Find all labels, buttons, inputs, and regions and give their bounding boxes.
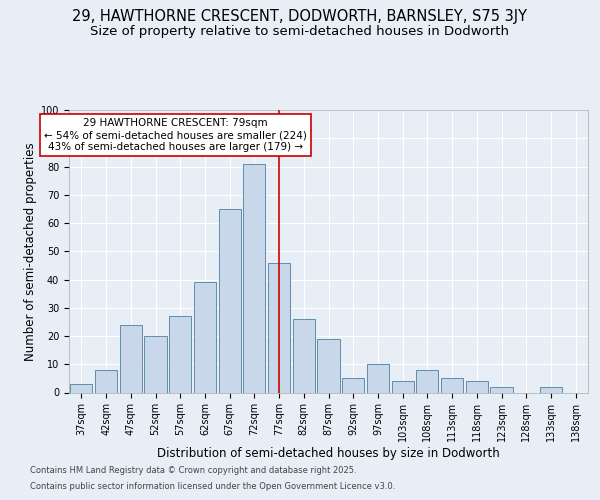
Bar	[466, 381, 488, 392]
Bar	[70, 384, 92, 392]
Bar	[367, 364, 389, 392]
Bar	[194, 282, 216, 393]
Text: Contains HM Land Registry data © Crown copyright and database right 2025.: Contains HM Land Registry data © Crown c…	[30, 466, 356, 475]
Bar	[218, 209, 241, 392]
Text: 29 HAWTHORNE CRESCENT: 79sqm
← 54% of semi-detached houses are smaller (224)
43%: 29 HAWTHORNE CRESCENT: 79sqm ← 54% of se…	[44, 118, 307, 152]
Bar	[540, 387, 562, 392]
Text: Contains public sector information licensed under the Open Government Licence v3: Contains public sector information licen…	[30, 482, 395, 491]
Text: Size of property relative to semi-detached houses in Dodworth: Size of property relative to semi-detach…	[91, 25, 509, 38]
Bar	[317, 339, 340, 392]
Bar	[490, 387, 512, 392]
Text: 29, HAWTHORNE CRESCENT, DODWORTH, BARNSLEY, S75 3JY: 29, HAWTHORNE CRESCENT, DODWORTH, BARNSL…	[73, 9, 527, 24]
Bar	[416, 370, 439, 392]
Bar	[243, 164, 265, 392]
Bar	[95, 370, 117, 392]
Y-axis label: Number of semi-detached properties: Number of semi-detached properties	[24, 142, 37, 360]
Bar	[268, 262, 290, 392]
X-axis label: Distribution of semi-detached houses by size in Dodworth: Distribution of semi-detached houses by …	[157, 447, 500, 460]
Bar	[342, 378, 364, 392]
Bar	[145, 336, 167, 392]
Bar	[441, 378, 463, 392]
Bar	[293, 319, 315, 392]
Bar	[119, 324, 142, 392]
Bar	[169, 316, 191, 392]
Bar	[392, 381, 414, 392]
